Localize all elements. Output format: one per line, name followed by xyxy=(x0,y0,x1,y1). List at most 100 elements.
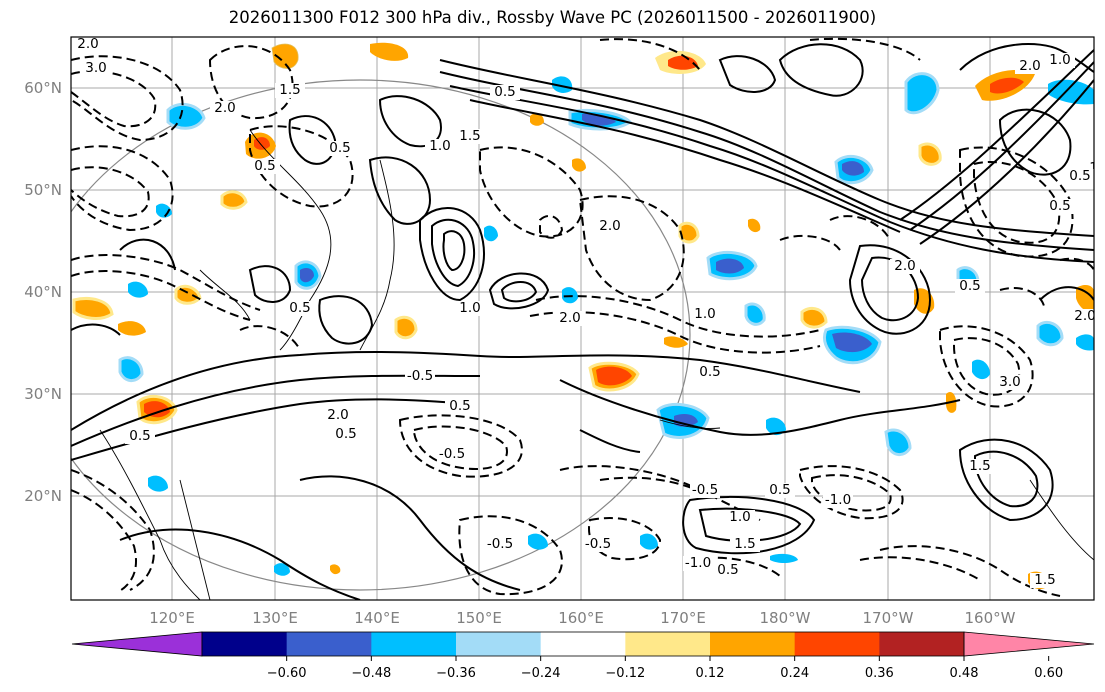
contour-label-bg xyxy=(331,427,361,442)
contour-label: -0.5 xyxy=(487,536,513,552)
contour-label: 0.5 xyxy=(129,428,150,444)
contour-label: 2.0 xyxy=(1074,308,1095,324)
lon-label: 140°E xyxy=(354,609,400,627)
contour-label: 0.5 xyxy=(959,278,980,294)
contour-label: 0.5 xyxy=(335,426,356,442)
colorbar-tick-label: −0.24 xyxy=(521,666,561,681)
contour-label-bg xyxy=(823,493,853,508)
map-content: 2.0 3.0 1.5 2.0 0.5 1.5 0.5 2.0 1.0 0.5 0.5 1.0 0.5 1… xyxy=(71,36,1105,600)
contour-label-bg xyxy=(995,375,1025,390)
contour-label: 1.0 xyxy=(694,306,715,322)
contour-label-bg xyxy=(250,159,280,174)
contour-label: 0.5 xyxy=(449,398,470,414)
lat-label: 20°N xyxy=(24,487,62,505)
colorbar-extend-high xyxy=(963,631,1095,657)
contour-label-bg xyxy=(81,61,111,76)
contour-label-bg xyxy=(405,369,435,384)
contour-label: 2.0 xyxy=(599,218,620,234)
contour-label: 3.0 xyxy=(85,60,106,76)
contour-label-bg xyxy=(485,537,515,552)
contour-label-bg xyxy=(583,537,613,552)
contour-label-bg xyxy=(890,259,920,274)
contour-label: 2.0 xyxy=(77,36,98,52)
contour-label-bg xyxy=(210,101,240,116)
lat-label: 60°N xyxy=(24,79,62,97)
map-frame xyxy=(70,36,1095,601)
contour-label: 0.5 xyxy=(769,482,790,498)
contour-label: 1.5 xyxy=(279,82,300,98)
coastlines xyxy=(99,129,1094,600)
contour-label: 0.5 xyxy=(329,140,350,156)
lat-label: 30°N xyxy=(24,385,62,403)
colorbar-tick-label: 0.48 xyxy=(950,666,979,681)
contour-label-bg xyxy=(683,556,713,571)
colorbar-segment xyxy=(202,632,288,656)
contour-label: 1.0 xyxy=(1049,52,1070,68)
contour-label: -0.5 xyxy=(407,368,433,384)
contour-label-bg xyxy=(730,537,760,552)
contour-label: 1.5 xyxy=(459,128,480,144)
contour-label-bg xyxy=(1045,53,1075,68)
contour-label-bg xyxy=(125,429,155,444)
lon-label: 150°E xyxy=(456,609,502,627)
colorbar-frame xyxy=(201,631,965,657)
lon-label: 160°W xyxy=(965,609,1016,627)
contour-label: 0.5 xyxy=(699,364,720,380)
latitude-labels: 60°N 50°N 40°N 30°N 20°N xyxy=(24,79,62,505)
colorbar-tick-label: −0.60 xyxy=(267,666,307,681)
contour-label-bg xyxy=(713,563,743,578)
contour-label: 1.0 xyxy=(459,300,480,316)
contour-label-bg xyxy=(445,399,475,414)
contour-label-bg xyxy=(695,365,725,380)
colorbar-segment xyxy=(456,632,542,656)
contour-label: 1.5 xyxy=(1034,572,1055,588)
contour-label: 3.0 xyxy=(999,374,1020,390)
colorbar-tick-label: 0.60 xyxy=(1034,666,1063,681)
colorbar-segment xyxy=(794,632,880,656)
title-bar: 2026011300 F012 300 hPa div., Rossby Wav… xyxy=(0,0,1105,30)
dashed-contours xyxy=(71,37,1094,597)
longitude-labels: 120°E 130°E 140°E 150°E 160°E 170°E 180°W 170°W… xyxy=(149,609,1015,627)
colorbar-tick-label: −0.48 xyxy=(351,666,391,681)
lon-label: 180°W xyxy=(760,609,811,627)
contour-label: 1.5 xyxy=(969,458,990,474)
contour-label: -0.5 xyxy=(585,536,611,552)
contour-label: 0.5 xyxy=(289,300,310,316)
contour-label: -1.0 xyxy=(825,492,851,508)
lon-label: 130°E xyxy=(252,609,298,627)
lon-label: 170°E xyxy=(660,609,706,627)
colorbar: −0.60 −0.48 −0.36 −0.24 −0.12 0.12 0.24 0.36 0.4… xyxy=(71,631,1095,681)
colorbar-segment xyxy=(540,632,626,656)
plot-title: 2026011300 F012 300 hPa div., Rossby Wav… xyxy=(228,8,877,27)
contour-label: -0.5 xyxy=(692,482,718,498)
contour-label: 2.0 xyxy=(327,407,348,423)
contour-label-bg xyxy=(490,85,520,100)
colorbar-tick-label: 0.24 xyxy=(780,666,809,681)
contour-label-bg xyxy=(323,408,353,423)
contour-label-bg xyxy=(1070,309,1094,324)
contour-label-bg xyxy=(595,219,625,234)
contour-label: 1.0 xyxy=(729,509,750,525)
colorbar-segment xyxy=(371,632,457,656)
contour-labels: 2.0 3.0 1.5 2.0 0.5 1.5 0.5 2.0 1.0 0.5 0.5 1.0 0.5 1… xyxy=(73,36,1105,588)
contour-label: 0.5 xyxy=(1049,198,1070,214)
contour-label: 0.5 xyxy=(494,84,515,100)
contour-label-bg xyxy=(1065,169,1094,184)
colorbar-tick-label: 0.36 xyxy=(865,666,894,681)
lon-label: 170°W xyxy=(863,609,914,627)
contour-label: -1.0 xyxy=(685,555,711,571)
contour-label: 1.5 xyxy=(734,536,755,552)
contour-label-bg xyxy=(690,307,720,322)
contour-label: 2.0 xyxy=(214,100,235,116)
contour-label-bg xyxy=(437,447,467,462)
contour-label-bg xyxy=(965,459,995,474)
contour-label-bg xyxy=(285,301,315,316)
contour-label-bg xyxy=(455,301,485,316)
contour-label-bg xyxy=(765,483,795,498)
contour-label-bg xyxy=(1085,161,1094,176)
contour-label: 2.0 xyxy=(894,258,915,274)
contour-label: 1.5 xyxy=(1089,160,1105,176)
contour-label-bg xyxy=(1030,573,1060,588)
contour-label-bg xyxy=(325,141,355,156)
contour-label-bg xyxy=(1015,59,1045,74)
